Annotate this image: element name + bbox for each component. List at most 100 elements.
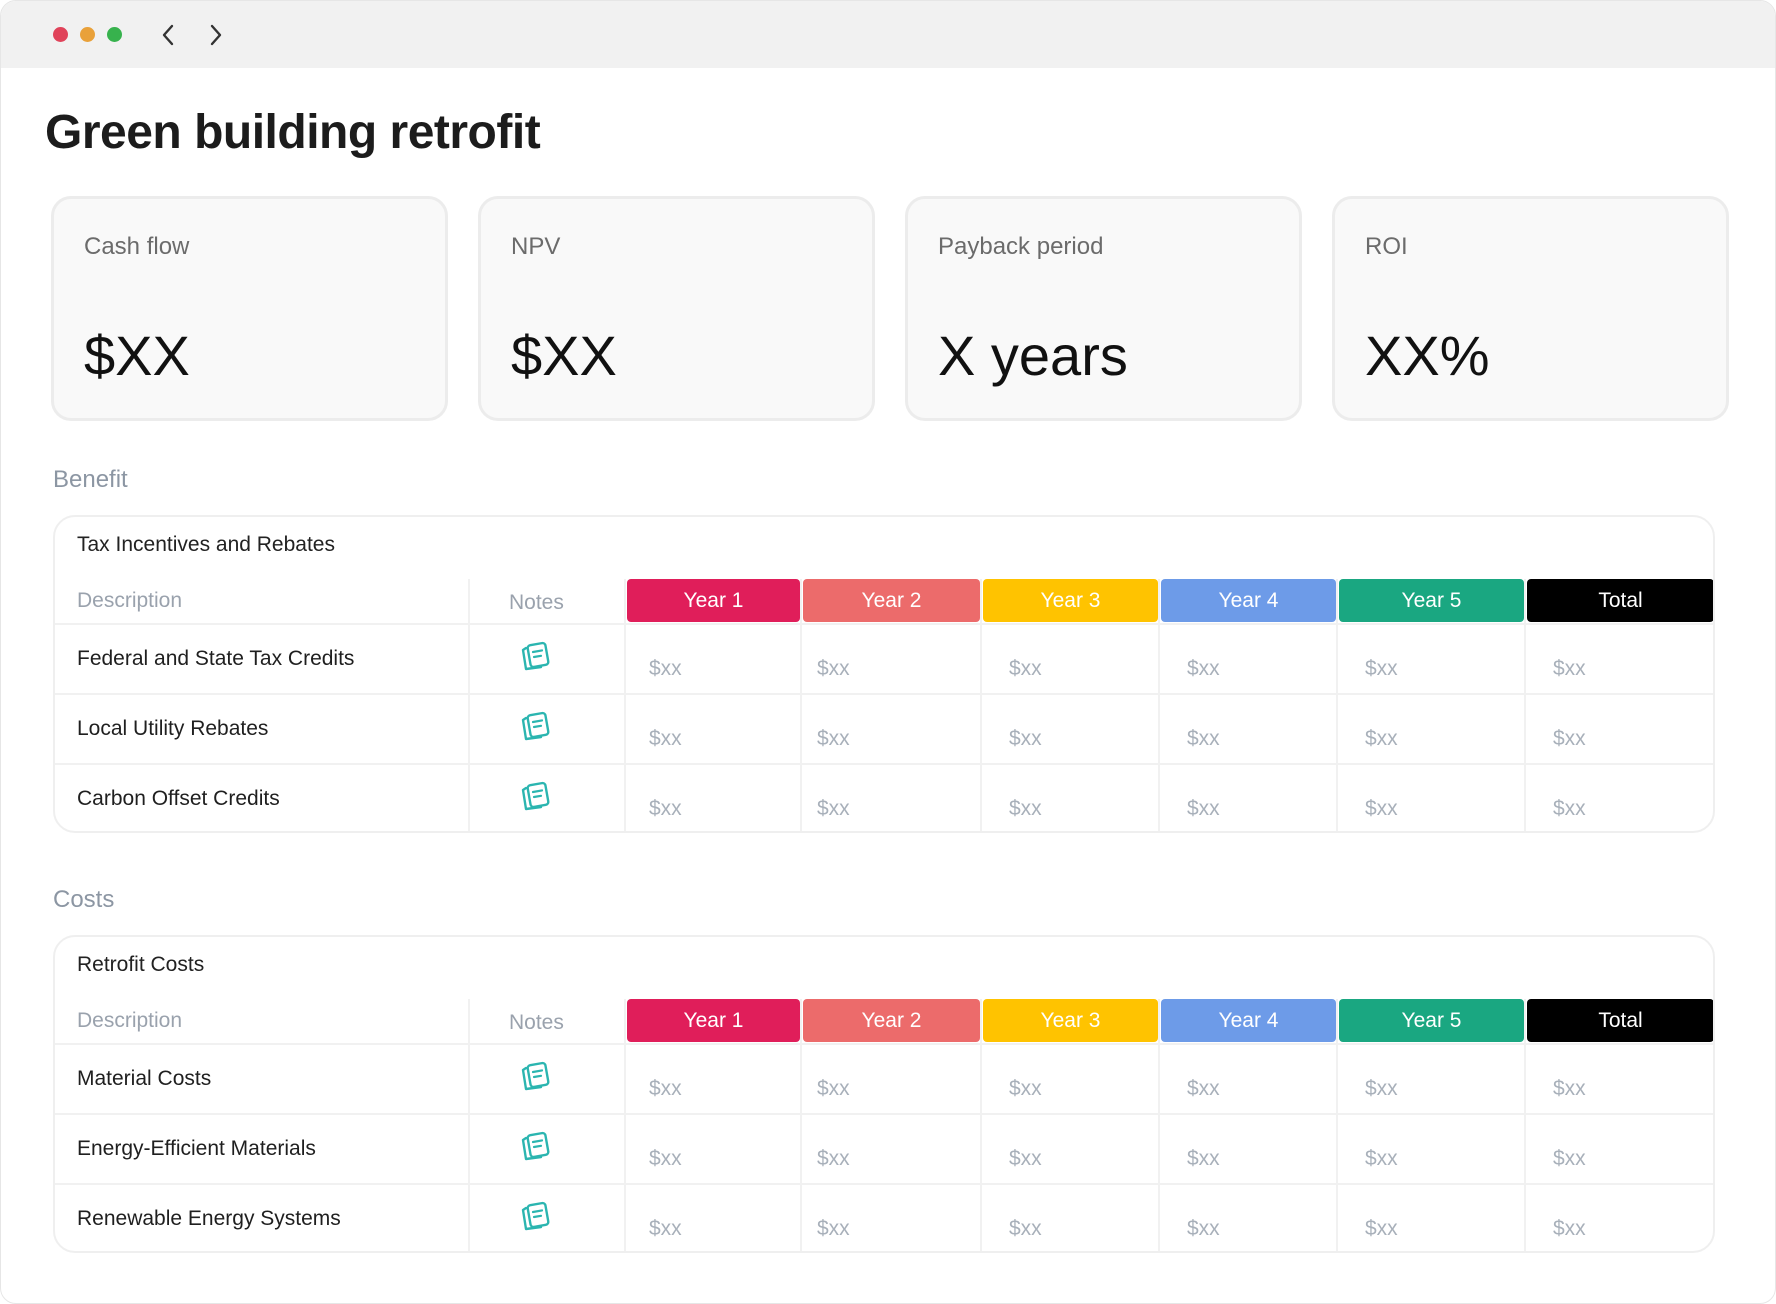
value-cell[interactable]: $xx bbox=[649, 797, 682, 820]
column-header-year-2: Year 2 bbox=[803, 579, 980, 622]
column-divider bbox=[1336, 579, 1338, 831]
value-cell[interactable]: $xx bbox=[1009, 657, 1042, 680]
value-cell[interactable]: $xx bbox=[817, 1217, 850, 1240]
zoom-window-button[interactable] bbox=[107, 27, 122, 42]
value-cell[interactable]: $xx bbox=[817, 727, 850, 750]
kpi-card-cash-flow: Cash flow $XX bbox=[51, 196, 448, 421]
row-label: Carbon Offset Credits bbox=[77, 787, 280, 810]
table-row: Carbon Offset Credits $xx $xx $xx $xx $xx $xx bbox=[55, 765, 1713, 831]
value-cell[interactable]: $xx bbox=[1365, 1077, 1398, 1100]
value-cell[interactable]: $xx bbox=[1187, 1077, 1220, 1100]
column-header-year-1: Year 1 bbox=[627, 579, 800, 622]
column-divider bbox=[468, 999, 470, 1251]
column-header-year-5: Year 5 bbox=[1339, 999, 1524, 1042]
value-cell[interactable]: $xx bbox=[1365, 797, 1398, 820]
value-cell[interactable]: $xx bbox=[649, 727, 682, 750]
row-label: Local Utility Rebates bbox=[77, 717, 269, 740]
value-cell[interactable]: $xx bbox=[1009, 1077, 1042, 1100]
column-header-total: Total bbox=[1527, 579, 1713, 622]
kpi-value: X years bbox=[938, 324, 1128, 387]
column-header-year-1: Year 1 bbox=[627, 999, 800, 1042]
value-cell[interactable]: $xx bbox=[1009, 797, 1042, 820]
value-cell[interactable]: $xx bbox=[1187, 1147, 1220, 1170]
column-divider bbox=[468, 579, 470, 831]
value-cell[interactable]: $xx bbox=[1553, 797, 1586, 820]
value-cell[interactable]: $xx bbox=[817, 1147, 850, 1170]
kpi-label: NPV bbox=[511, 233, 561, 260]
kpi-card-npv: NPV $XX bbox=[478, 196, 875, 421]
table-row: Material Costs $xx $xx $xx $xx $xx $xx bbox=[55, 1045, 1713, 1111]
table-header-row: Description Notes Year 1 Year 2 Year 3 Year 4… bbox=[55, 999, 1713, 1043]
row-label: Federal and State Tax Credits bbox=[77, 647, 355, 670]
value-cell[interactable]: $xx bbox=[649, 657, 682, 680]
value-cell[interactable]: $xx bbox=[1009, 1147, 1042, 1170]
value-cell[interactable]: $xx bbox=[1009, 727, 1042, 750]
title-bar bbox=[1, 1, 1775, 68]
notes-icon[interactable] bbox=[517, 1199, 553, 1235]
kpi-value: $XX bbox=[84, 324, 190, 387]
value-cell[interactable]: $xx bbox=[1187, 657, 1220, 680]
value-cell[interactable]: $xx bbox=[1187, 1217, 1220, 1240]
table-title: Tax Incentives and Rebates bbox=[77, 533, 335, 556]
column-header-year-4: Year 4 bbox=[1161, 579, 1336, 622]
main-content: Green building retrofit Cash flow $XX NP… bbox=[1, 100, 1775, 1253]
section-title-costs: Costs bbox=[53, 886, 115, 913]
value-cell[interactable]: $xx bbox=[817, 797, 850, 820]
value-cell[interactable]: $xx bbox=[1553, 727, 1586, 750]
value-cell[interactable]: $xx bbox=[1187, 727, 1220, 750]
value-cell[interactable]: $xx bbox=[1365, 1217, 1398, 1240]
value-cell[interactable]: $xx bbox=[649, 1147, 682, 1170]
value-cell[interactable]: $xx bbox=[1553, 1077, 1586, 1100]
column-divider bbox=[980, 579, 982, 831]
notes-icon[interactable] bbox=[517, 1059, 553, 1095]
value-cell[interactable]: $xx bbox=[649, 1077, 682, 1100]
kpi-value: $XX bbox=[511, 324, 617, 387]
value-cell[interactable]: $xx bbox=[817, 657, 850, 680]
notes-icon[interactable] bbox=[517, 709, 553, 745]
table-row: Renewable Energy Systems $xx $xx $xx $xx $xx $… bbox=[55, 1185, 1713, 1251]
value-cell[interactable]: $xx bbox=[1365, 727, 1398, 750]
benefit-table: Tax Incentives and Rebates Description Not… bbox=[53, 515, 1715, 833]
value-cell[interactable]: $xx bbox=[1553, 1147, 1586, 1170]
column-divider bbox=[980, 999, 982, 1251]
value-cell[interactable]: $xx bbox=[817, 1077, 850, 1100]
column-header-year-3: Year 3 bbox=[983, 579, 1158, 622]
column-divider bbox=[1158, 999, 1160, 1251]
row-divider bbox=[55, 763, 1713, 765]
value-cell[interactable]: $xx bbox=[1553, 1217, 1586, 1240]
column-header-total: Total bbox=[1527, 999, 1713, 1042]
value-cell[interactable]: $xx bbox=[649, 1217, 682, 1240]
table-row: Federal and State Tax Credits $xx $xx $xx $x… bbox=[55, 625, 1713, 691]
chevron-right-icon bbox=[210, 24, 222, 45]
row-divider bbox=[55, 693, 1713, 695]
row-label: Material Costs bbox=[77, 1067, 212, 1090]
notes-icon[interactable] bbox=[517, 779, 553, 815]
column-header-notes: Notes bbox=[509, 591, 564, 614]
column-divider bbox=[1524, 579, 1526, 831]
forward-button[interactable] bbox=[202, 21, 230, 49]
notes-icon[interactable] bbox=[517, 1129, 553, 1165]
minimize-window-button[interactable] bbox=[80, 27, 95, 42]
column-divider bbox=[624, 579, 626, 831]
chevron-left-icon bbox=[162, 24, 174, 45]
kpi-card-payback-period: Payback period X years bbox=[905, 196, 1302, 421]
column-divider bbox=[624, 999, 626, 1251]
column-divider bbox=[1158, 579, 1160, 831]
back-button[interactable] bbox=[154, 21, 182, 49]
table-row: Local Utility Rebates $xx $xx $xx $xx $xx $xx bbox=[55, 695, 1713, 761]
close-window-button[interactable] bbox=[53, 27, 68, 42]
notes-icon[interactable] bbox=[517, 639, 553, 675]
row-divider bbox=[55, 1043, 1713, 1045]
value-cell[interactable]: $xx bbox=[1553, 657, 1586, 680]
table-header-row: Description Notes Year 1 Year 2 Year 3 Year 4… bbox=[55, 579, 1713, 623]
column-header-year-2: Year 2 bbox=[803, 999, 980, 1042]
column-header-notes: Notes bbox=[509, 1011, 564, 1034]
value-cell[interactable]: $xx bbox=[1365, 657, 1398, 680]
row-divider bbox=[55, 1183, 1713, 1185]
value-cell[interactable]: $xx bbox=[1365, 1147, 1398, 1170]
value-cell[interactable]: $xx bbox=[1187, 797, 1220, 820]
row-divider bbox=[55, 623, 1713, 625]
value-cell[interactable]: $xx bbox=[1009, 1217, 1042, 1240]
page-title: Green building retrofit bbox=[45, 106, 541, 159]
